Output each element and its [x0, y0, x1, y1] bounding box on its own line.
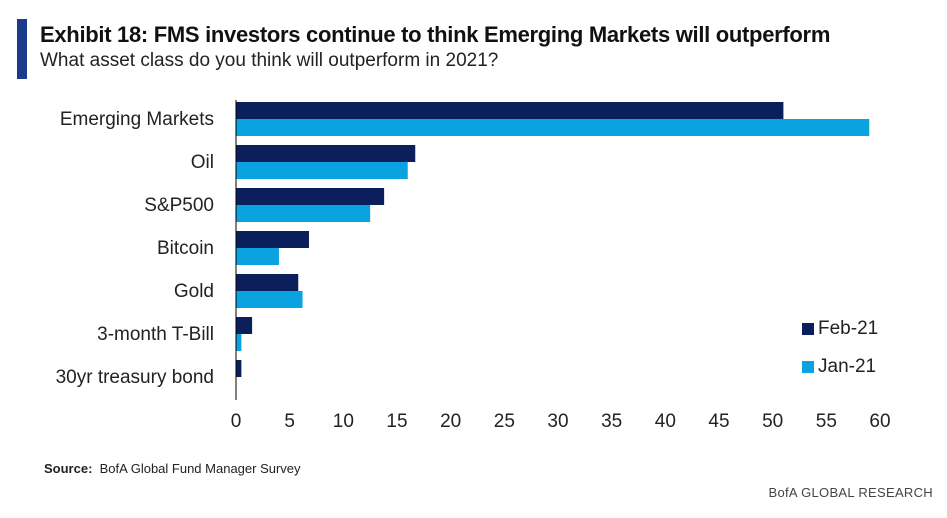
- x-tick-label: 55: [816, 411, 837, 432]
- x-tick-label: 25: [494, 411, 515, 432]
- bar-feb-2: [236, 188, 385, 205]
- bar-feb-5: [236, 317, 253, 334]
- x-tick-label: 60: [869, 411, 890, 432]
- accent-bar: [17, 19, 27, 79]
- bar-jan-1: [236, 162, 408, 179]
- category-label: Gold: [174, 281, 214, 302]
- bar-feb-1: [236, 145, 416, 162]
- legend-swatch-jan: [802, 361, 814, 373]
- x-tick-label: 10: [333, 411, 354, 432]
- source-label: Source:: [44, 461, 93, 476]
- category-label: Oil: [191, 152, 214, 173]
- x-tick-label: 0: [231, 411, 242, 432]
- bar-jan-0: [236, 119, 870, 136]
- category-label: 30yr treasury bond: [56, 367, 214, 388]
- legend-label: Feb-21: [818, 318, 878, 339]
- x-tick-label: 35: [601, 411, 622, 432]
- bar-jan-5: [236, 334, 242, 351]
- x-tick-label: 45: [708, 411, 729, 432]
- legend-label: Jan-21: [818, 356, 876, 377]
- bar-feb-0: [236, 102, 784, 119]
- chart-subtitle: What asset class do you think will outpe…: [40, 50, 499, 71]
- source-note: Source: BofA Global Fund Manager Survey: [44, 461, 301, 476]
- chart-title: Exhibit 18: FMS investors continue to th…: [40, 22, 831, 47]
- bar-jan-3: [236, 248, 279, 265]
- brand-label: BofA GLOBAL RESEARCH: [768, 485, 933, 500]
- category-label: Bitcoin: [157, 238, 214, 259]
- bar-feb-6: [236, 360, 242, 377]
- bar-jan-2: [236, 205, 371, 222]
- x-tick-label: 5: [284, 411, 295, 432]
- category-label: 3-month T-Bill: [97, 324, 214, 345]
- x-tick-label: 20: [440, 411, 461, 432]
- x-tick-label: 15: [386, 411, 407, 432]
- source-text: BofA Global Fund Manager Survey: [99, 461, 301, 476]
- x-tick-label: 50: [762, 411, 783, 432]
- category-label: S&P500: [144, 195, 214, 216]
- legend-swatch-feb: [802, 323, 814, 335]
- bar-jan-4: [236, 291, 303, 308]
- x-tick-label: 40: [655, 411, 676, 432]
- bar-feb-3: [236, 231, 309, 248]
- category-label: Emerging Markets: [60, 109, 214, 130]
- x-tick-label: 30: [547, 411, 568, 432]
- bar-feb-4: [236, 274, 299, 291]
